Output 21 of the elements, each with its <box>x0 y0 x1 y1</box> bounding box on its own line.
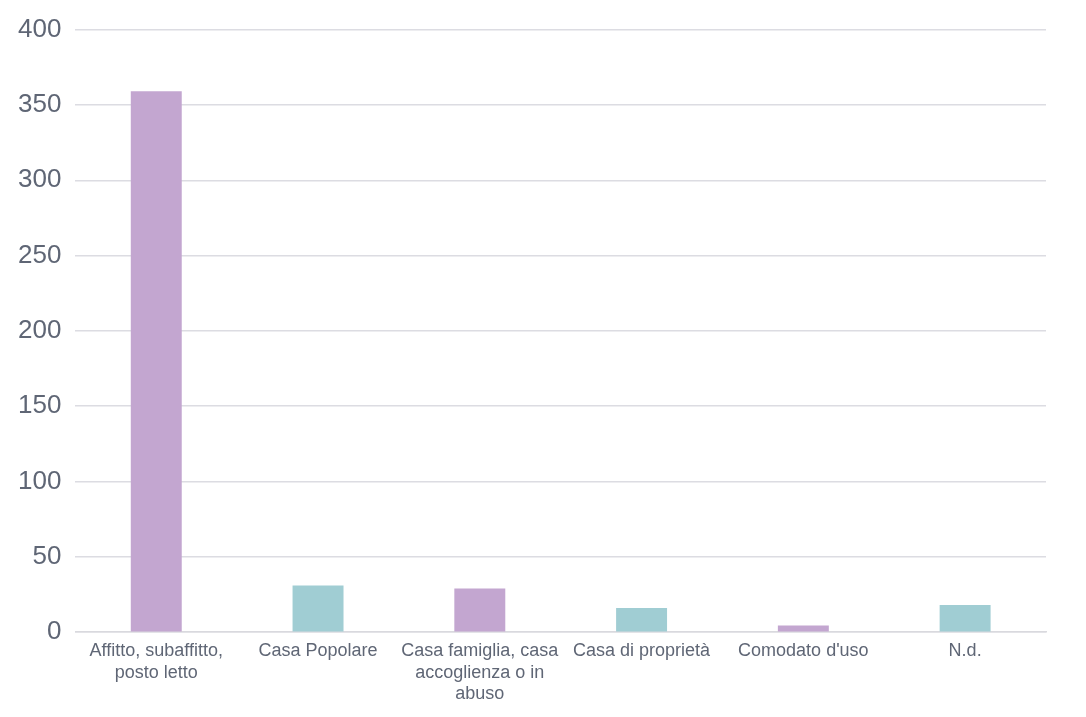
bar <box>616 608 668 632</box>
bar <box>454 588 506 632</box>
x-tick-label: Casa di proprietà <box>573 639 712 660</box>
x-tick-label: N.d. <box>948 639 982 660</box>
x-tick-label: Affitto, subaffitto, posto letto <box>89 639 223 682</box>
y-tick-label: 350 <box>17 88 62 119</box>
y-tick-label: 250 <box>17 238 62 269</box>
y-tick-label: 200 <box>17 314 62 345</box>
y-tick-label: 50 <box>32 540 62 571</box>
bar <box>292 585 344 632</box>
x-tick-label: Casa Popolare <box>258 639 378 660</box>
y-tick-label: 400 <box>17 12 62 43</box>
y-tick-label: 100 <box>17 464 62 495</box>
bar <box>130 91 182 632</box>
y-tick-label: 0 <box>46 615 62 646</box>
bar <box>777 625 829 632</box>
bar <box>939 605 991 632</box>
y-tick-label: 300 <box>17 163 62 194</box>
x-tick-label: Comodato d'uso <box>738 639 869 660</box>
y-tick-label: 150 <box>17 389 62 420</box>
x-tick-label: Casa famiglia, casa accoglienza o in abuso <box>401 639 560 704</box>
